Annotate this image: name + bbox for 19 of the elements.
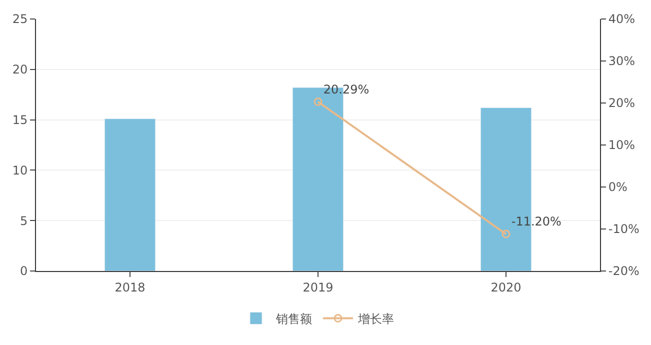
y2-tick-label: -20% xyxy=(608,264,640,278)
y2-tick-label: 30% xyxy=(608,54,636,68)
x-tick-label: 2019 xyxy=(302,280,334,294)
y-tick-label: 15 xyxy=(12,113,28,127)
legend-label: 销售额 xyxy=(275,312,312,326)
y-tick-label: 25 xyxy=(12,12,28,26)
legend-label: 增长率 xyxy=(357,312,394,326)
y-tick-label: 0 xyxy=(20,264,28,278)
y-tick-label: 10 xyxy=(12,163,28,178)
x-tick-label: 2020 xyxy=(490,280,522,294)
data-label: 20.29% xyxy=(323,82,370,96)
x-tick-label: 2018 xyxy=(114,280,146,294)
y2-tick-label: 0% xyxy=(608,180,628,194)
y2-tick-label: 40% xyxy=(608,12,636,26)
y2-tick-label: 20% xyxy=(608,96,636,110)
y-tick-label: 5 xyxy=(20,214,28,228)
y2-tick-label: -10% xyxy=(608,222,640,236)
y-tick-label: 20 xyxy=(12,62,28,77)
y2-tick-label: 10% xyxy=(608,138,636,152)
